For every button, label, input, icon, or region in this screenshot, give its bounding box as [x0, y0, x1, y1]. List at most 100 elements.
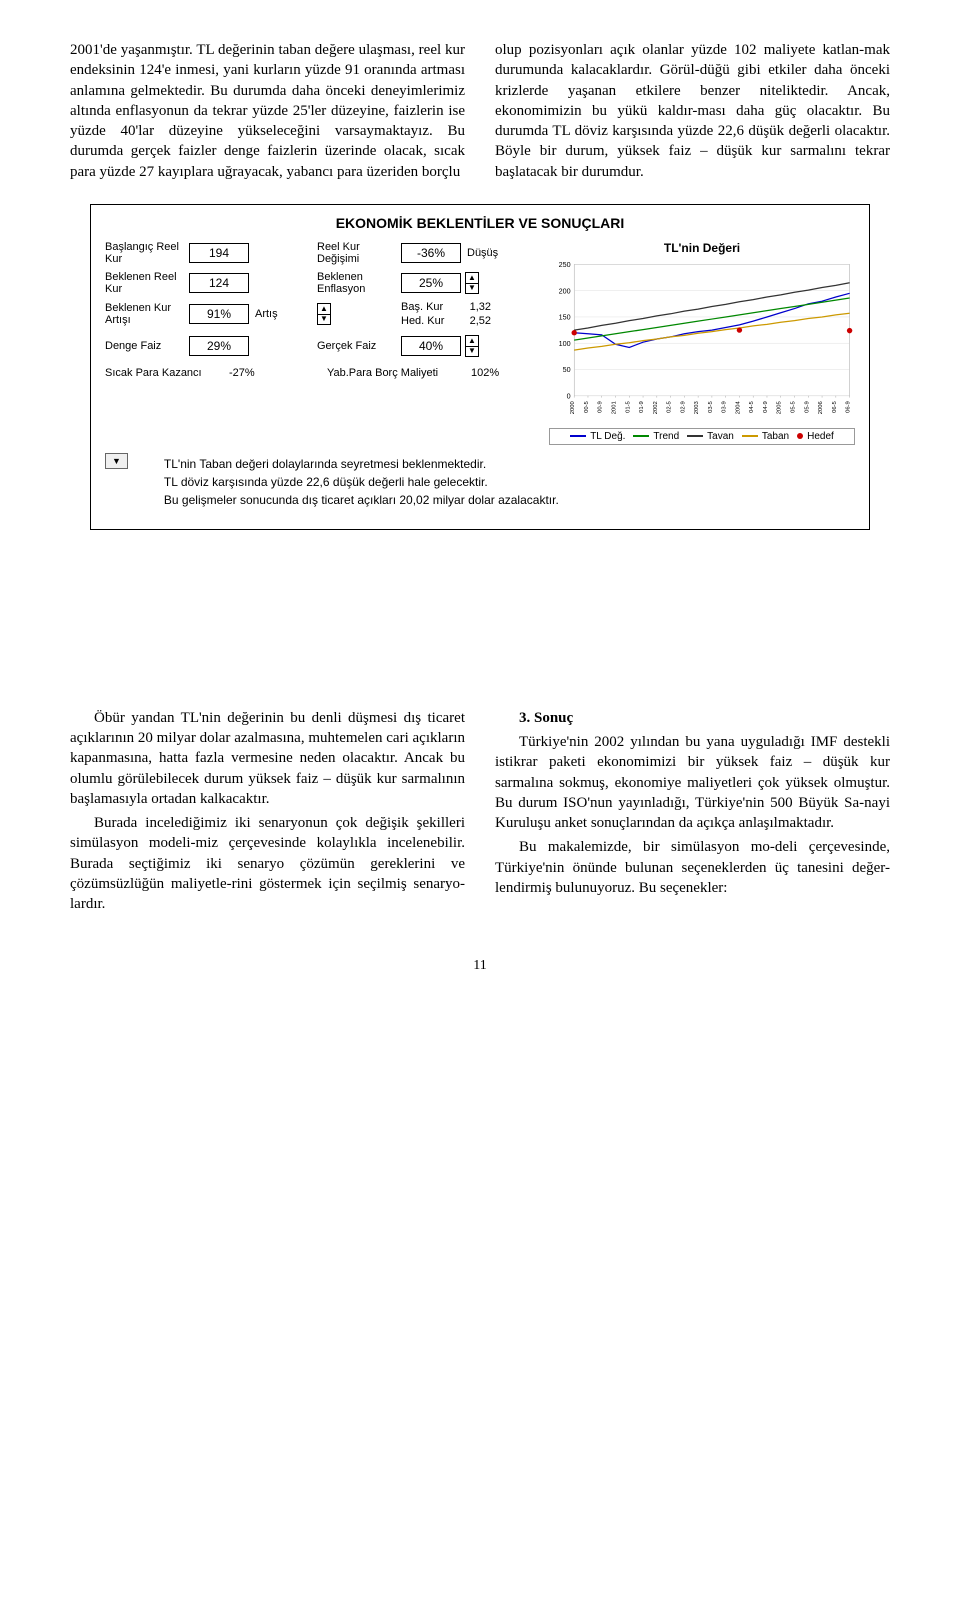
- panel-left: Başlangıç Reel Kur 194 Reel Kur Değişimi…: [105, 241, 531, 445]
- bas-kur-value: 1,32: [451, 301, 491, 313]
- svg-text:04-5: 04-5: [749, 401, 755, 413]
- svg-text:250: 250: [559, 260, 571, 269]
- svg-text:2000: 2000: [570, 400, 576, 414]
- svg-text:150: 150: [559, 312, 571, 321]
- svg-text:50: 50: [563, 365, 571, 374]
- denge-faiz-label: Denge Faiz: [105, 340, 185, 352]
- svg-text:00-5: 00-5: [584, 401, 590, 413]
- row-beklenen-artis: Beklenen Kur Artışı 91% Artış ▲ ▼ Baş. K…: [105, 301, 531, 327]
- svg-text:06-9: 06-9: [846, 401, 852, 413]
- legend-item: Trend: [633, 431, 679, 442]
- sicak-label: Sıcak Para Kazancı: [105, 367, 225, 379]
- page: 2001'de yaşanmıştır. TL değerinin taban …: [0, 0, 960, 1014]
- row-baslangic: Başlangıç Reel Kur 194 Reel Kur Değişimi…: [105, 241, 531, 265]
- legend-item: Taban: [742, 431, 789, 442]
- panel-right: TL'nin Değeri 0 50 100 150 200 250 2000 00-5 00-…: [549, 241, 855, 445]
- panel-commentary: ▼ TL'nin Taban değeri dolaylarında seyre…: [105, 453, 855, 511]
- gercek-faiz-label: Gerçek Faiz: [317, 340, 397, 352]
- beklenen-enf-value: 25%: [401, 273, 461, 293]
- svg-text:05-5: 05-5: [791, 401, 797, 413]
- bottom-left-p2: Burada incelediğimiz iki senaryonun çok …: [70, 813, 465, 914]
- sicak-value: -27%: [229, 367, 289, 379]
- spinner-up-icon[interactable]: ▲: [466, 273, 478, 284]
- reelkur-deg-value: -36%: [401, 243, 461, 263]
- legend-item: Hedef: [797, 431, 834, 442]
- artis-spinner[interactable]: ▲ ▼: [317, 303, 331, 325]
- beklenen-enf-label: Beklenen Enflasyon: [317, 271, 397, 295]
- svg-text:02-5: 02-5: [667, 401, 673, 413]
- chart-wrap: TL'nin Değeri 0 50 100 150 200 250 2000 00-5 00-…: [549, 241, 855, 445]
- spinner-down-icon[interactable]: ▼: [466, 284, 478, 294]
- beklenen-artis-value: 91%: [189, 304, 249, 324]
- bottom-columns: Öbür yandan TL'nin değerinin bu denli dü…: [70, 708, 890, 919]
- bottom-right-col: 3. Sonuç Türkiye'nin 2002 yılından bu ya…: [495, 708, 890, 919]
- commentary-line-3: Bu gelişmeler sonucunda dış ticaret açık…: [164, 493, 855, 507]
- svg-text:2003: 2003: [694, 401, 700, 414]
- bottom-right-p2: Bu makalemizde, bir simülasyon mo-deli ç…: [495, 837, 890, 898]
- chart-title: TL'nin Değeri: [549, 241, 855, 255]
- bottom-left-p1: Öbür yandan TL'nin değerinin bu denli dü…: [70, 708, 465, 809]
- section-heading: 3. Sonuç: [495, 708, 890, 728]
- economic-panel: EKONOMİK BEKLENTİLER VE SONUÇLARI Başlan…: [90, 204, 870, 530]
- baslangic-label: Başlangıç Reel Kur: [105, 241, 185, 265]
- bottom-right-p1: Türkiye'nin 2002 yılından bu yana uygula…: [495, 732, 890, 833]
- beklenen-kur-value: 124: [189, 273, 249, 293]
- spacer: [70, 548, 890, 708]
- svg-text:06-5: 06-5: [832, 401, 838, 413]
- svg-text:100: 100: [559, 339, 571, 348]
- tl-chart: 0 50 100 150 200 250 2000 00-5 00-9 2001 01-5 01-9 2…: [549, 259, 855, 421]
- beklenen-kur-label: Beklenen Reel Kur: [105, 271, 185, 295]
- svg-text:2002: 2002: [653, 401, 659, 414]
- svg-text:2001: 2001: [612, 401, 618, 414]
- top-columns: 2001'de yaşanmıştır. TL değerinin taban …: [70, 40, 890, 186]
- top-right-col: olup pozisyonları açık olanlar yüzde 102…: [495, 40, 890, 186]
- spinner-up-icon[interactable]: ▲: [466, 336, 478, 347]
- yab-value: 102%: [471, 367, 531, 379]
- commentary-dropdown[interactable]: ▼: [105, 453, 128, 469]
- faiz-spinner[interactable]: ▲ ▼: [465, 335, 479, 357]
- spinner-down-icon[interactable]: ▼: [466, 347, 478, 357]
- hed-kur-value: 2,52: [451, 315, 491, 327]
- top-left-text: 2001'de yaşanmıştır. TL değerinin taban …: [70, 40, 465, 182]
- top-left-col: 2001'de yaşanmıştır. TL değerinin taban …: [70, 40, 465, 186]
- dropdown-arrow-icon: ▼: [112, 456, 121, 466]
- row-beklenen-kur: Beklenen Reel Kur 124 Beklenen Enflasyon…: [105, 271, 531, 295]
- bottom-left-col: Öbür yandan TL'nin değerinin bu denli dü…: [70, 708, 465, 919]
- svg-text:2006: 2006: [818, 401, 824, 414]
- row-sicak-yab: Sıcak Para Kazancı -27% Yab.Para Borç Ma…: [105, 367, 531, 379]
- baslangic-value: 194: [189, 243, 249, 263]
- bas-kur-label: Baş. Kur: [401, 301, 451, 313]
- svg-text:05-9: 05-9: [804, 401, 810, 413]
- spinner-down-icon[interactable]: ▼: [318, 315, 330, 325]
- beklenen-artis-word: Artış: [253, 308, 313, 320]
- svg-text:0: 0: [567, 391, 571, 400]
- spinner-up-icon[interactable]: ▲: [318, 304, 330, 315]
- beklenen-artis-label: Beklenen Kur Artışı: [105, 302, 185, 326]
- svg-text:03-5: 03-5: [708, 401, 714, 413]
- panel-title: EKONOMİK BEKLENTİLER VE SONUÇLARI: [105, 215, 855, 231]
- denge-faiz-value: 29%: [189, 336, 249, 356]
- gercek-faiz-value: 40%: [401, 336, 461, 356]
- svg-text:02-9: 02-9: [680, 401, 686, 413]
- svg-text:01-5: 01-5: [625, 401, 631, 413]
- svg-text:200: 200: [559, 286, 571, 295]
- legend-item: TL Değ.: [570, 431, 625, 442]
- commentary-line-2: TL döviz karşısında yüzde 22,6 düşük değ…: [164, 475, 855, 489]
- svg-text:2005: 2005: [777, 401, 783, 414]
- panel-body: Başlangıç Reel Kur 194 Reel Kur Değişimi…: [105, 241, 855, 445]
- commentary-line-1: TL'nin Taban değeri dolaylarında seyretm…: [164, 457, 855, 471]
- enflasyon-spinner[interactable]: ▲ ▼: [465, 272, 479, 294]
- svg-text:04-9: 04-9: [763, 401, 769, 413]
- svg-text:2004: 2004: [735, 400, 741, 414]
- legend-item: Tavan: [687, 431, 734, 442]
- hed-kur-label: Hed. Kur: [401, 315, 451, 327]
- reelkur-deg-label: Reel Kur Değişimi: [317, 241, 397, 265]
- reelkur-deg-word: Düşüş: [465, 247, 525, 259]
- top-right-text: olup pozisyonları açık olanlar yüzde 102…: [495, 40, 890, 182]
- svg-text:00-9: 00-9: [598, 401, 604, 413]
- chart-legend: TL Değ. Trend Tavan Taban Hedef: [549, 428, 855, 445]
- yab-label: Yab.Para Borç Maliyeti: [327, 367, 467, 379]
- row-faiz: Denge Faiz 29% Gerçek Faiz 40% ▲ ▼: [105, 335, 531, 357]
- page-number: 11: [70, 958, 890, 974]
- svg-text:01-9: 01-9: [639, 401, 645, 413]
